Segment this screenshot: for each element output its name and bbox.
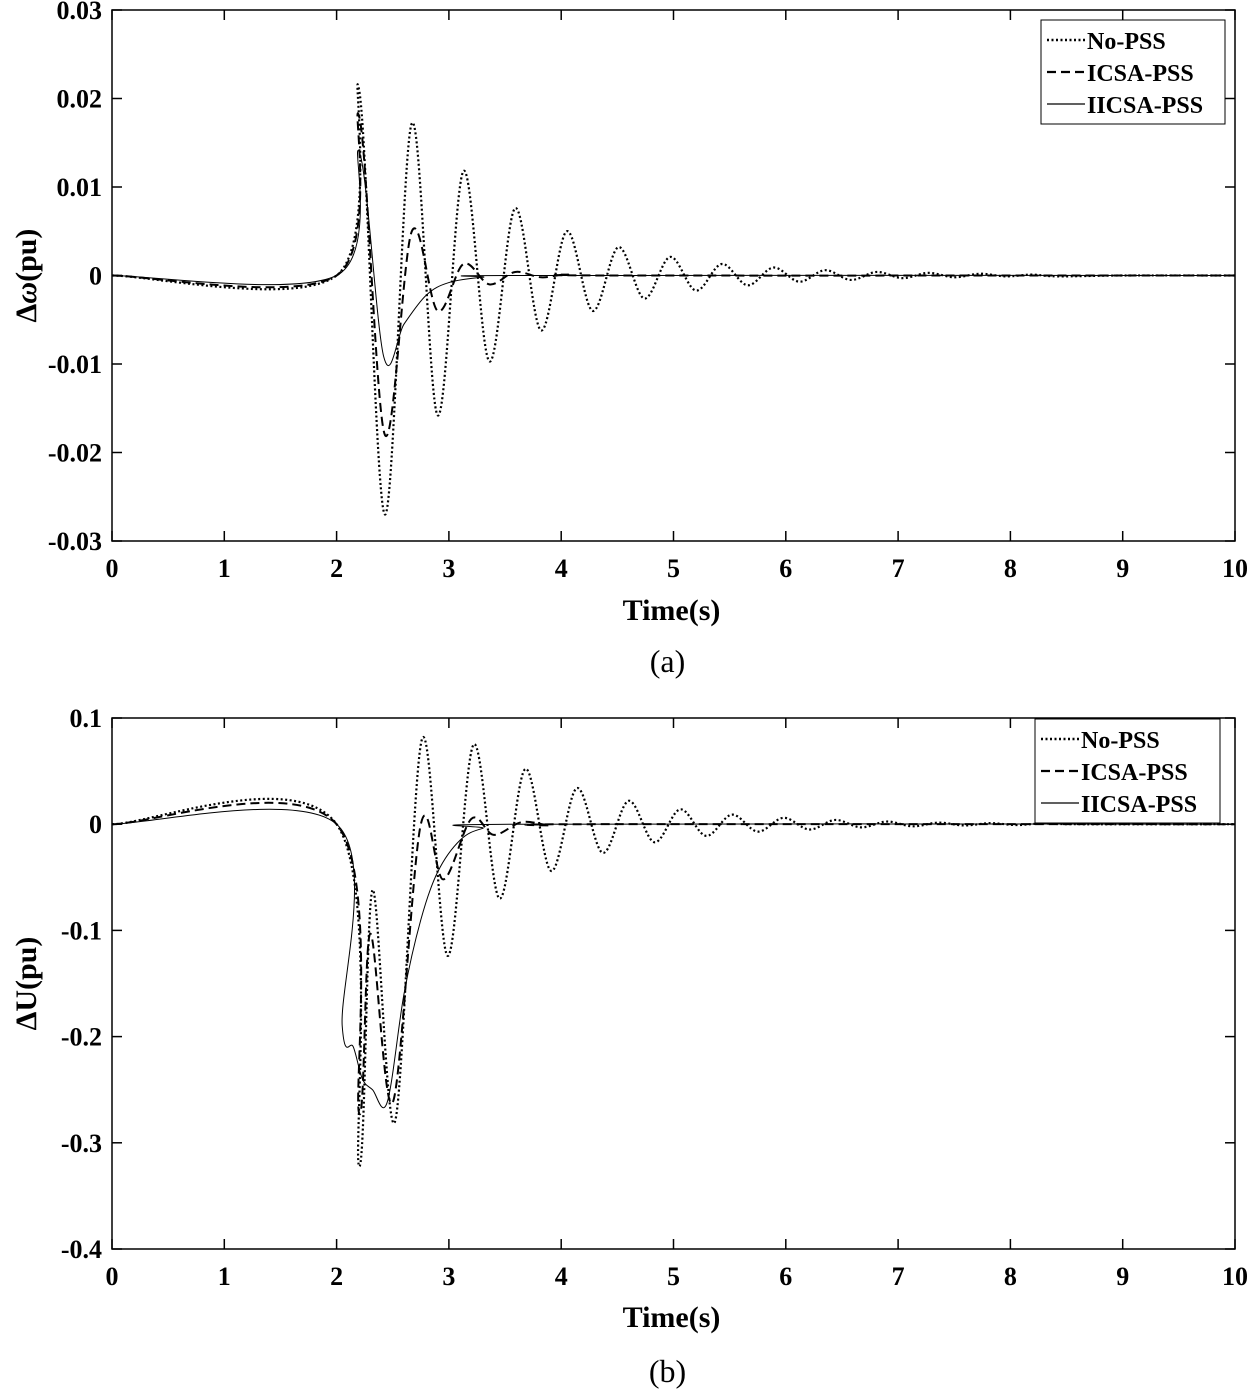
chart-panel-a: 0 1 2 3 4 5 6 7 8 9 10 -0.03 -0.02 -0.01 0 0.01 0.02 0.03… xyxy=(10,0,1248,679)
y-tick-label: 0 xyxy=(89,810,102,839)
x-tick-label: 3 xyxy=(442,1262,455,1291)
x-tick-label: 4 xyxy=(555,554,568,583)
x-tick-label: 0 xyxy=(106,554,119,583)
y-axis-label-variable: U xyxy=(10,990,43,1012)
y-axis-label-variable: ω xyxy=(10,282,43,304)
legend-box xyxy=(1040,19,1226,125)
chart-panel-b: 0 1 2 3 4 5 6 7 8 9 10 -0.4 -0.3 -0.2 -0.1 0 0.1 Time(s) Δ… xyxy=(10,704,1248,1389)
x-tick-label: 7 xyxy=(892,1262,905,1291)
y-tick-label: 0.03 xyxy=(57,0,103,25)
y-axis-label-symbol: Δ xyxy=(10,1011,43,1030)
y-axis-label-unit: (pu) xyxy=(10,937,43,990)
x-tick-label: 6 xyxy=(779,1262,792,1291)
legend: No-PSS ICSA-PSS IICSA-PSS xyxy=(1034,718,1221,824)
x-tick-label: 4 xyxy=(555,1262,568,1291)
legend-entry-label: No-PSS xyxy=(1087,29,1166,55)
y-tick-label: 0.01 xyxy=(57,173,103,202)
x-tick-label: 9 xyxy=(1116,554,1129,583)
legend-entry-label: IICSA-PSS xyxy=(1081,792,1197,818)
x-tick-label: 10 xyxy=(1222,554,1248,583)
x-axis-label: Time(s) xyxy=(623,1301,721,1334)
x-tick-label: 6 xyxy=(779,554,792,583)
y-tick-label: 0.1 xyxy=(70,704,103,733)
y-tick-label: -0.02 xyxy=(48,439,102,468)
x-tick-label: 8 xyxy=(1004,554,1017,583)
y-tick-label: 0.02 xyxy=(57,85,103,114)
series-line-icsa-pss xyxy=(112,112,1235,437)
y-tick-label: -0.01 xyxy=(48,350,102,379)
legend-entry-label: ICSA-PSS xyxy=(1087,61,1194,87)
series-line-no-pss xyxy=(112,735,1235,1168)
x-tick-label: 2 xyxy=(330,1262,343,1291)
y-axis-label: Δω(pu) xyxy=(10,229,43,323)
panel-caption: (b) xyxy=(649,1353,686,1389)
x-tick-label: 5 xyxy=(667,554,680,583)
x-axis-label: Time(s) xyxy=(623,594,721,627)
x-tick-label: 8 xyxy=(1004,1262,1017,1291)
y-tick-label: -0.4 xyxy=(61,1235,102,1264)
panel-caption: (a) xyxy=(650,643,686,679)
x-tick-label: 0 xyxy=(106,1262,119,1291)
x-tick-label: 7 xyxy=(892,554,905,583)
x-tick-label: 2 xyxy=(330,554,343,583)
series-line-icsa-pss xyxy=(112,801,1235,1115)
x-tick-label: 5 xyxy=(667,1262,680,1291)
x-tick-label: 10 xyxy=(1222,1262,1248,1291)
y-axis-label-unit: (pu) xyxy=(10,229,43,282)
y-tick-label: -0.1 xyxy=(61,916,102,945)
legend: No-PSS ICSA-PSS IICSA-PSS xyxy=(1040,19,1226,125)
x-tick-label: 1 xyxy=(218,554,231,583)
y-tick-label: 0 xyxy=(89,262,102,291)
y-tick-label: -0.03 xyxy=(48,527,102,556)
series-line-iicsa-pss xyxy=(112,808,1235,1109)
legend-box xyxy=(1034,718,1221,824)
legend-entry-label: IICSA-PSS xyxy=(1087,93,1203,119)
legend-entry-label: ICSA-PSS xyxy=(1081,760,1188,786)
y-axis-label-symbol: Δ xyxy=(10,303,43,322)
x-tick-label: 3 xyxy=(442,554,455,583)
x-tick-label: 9 xyxy=(1116,1262,1129,1291)
series-line-iicsa-pss xyxy=(112,150,1235,367)
series-line-no-pss xyxy=(112,83,1235,516)
y-tick-label: -0.2 xyxy=(61,1023,102,1052)
legend-entry-label: No-PSS xyxy=(1081,728,1160,754)
y-tick-label: -0.3 xyxy=(61,1129,102,1158)
y-axis-label: ΔU(pu) xyxy=(10,937,43,1031)
x-tick-label: 1 xyxy=(218,1262,231,1291)
